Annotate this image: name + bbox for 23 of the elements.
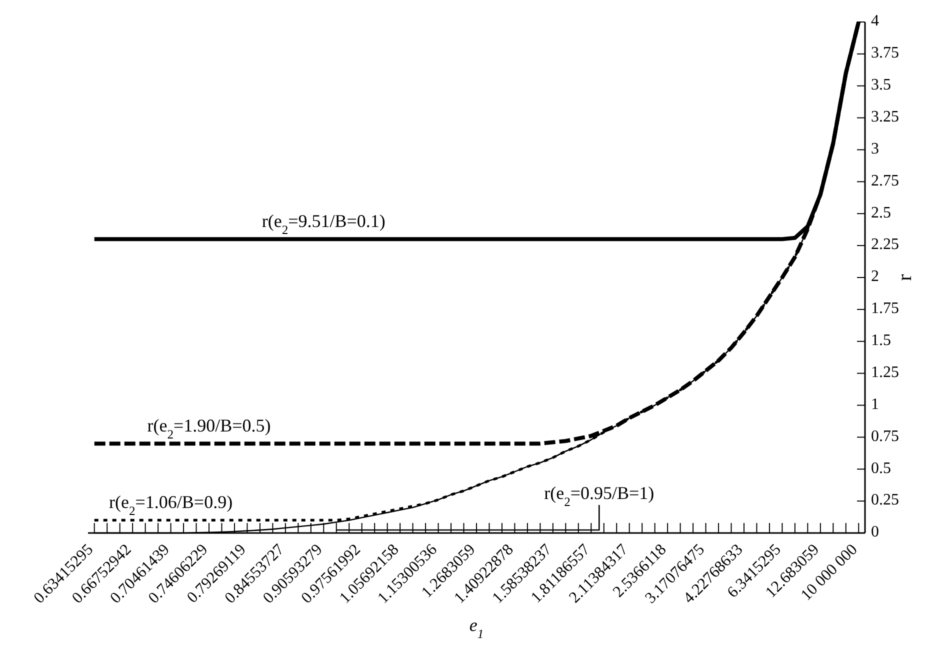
y-tick-label: 0 <box>871 524 879 541</box>
y-tick-label: 1.75 <box>871 300 899 318</box>
y-tick-label: 0.75 <box>871 428 899 445</box>
y-tick-label: 1.5 <box>871 332 891 350</box>
y-tick-label: 1 <box>871 396 879 413</box>
y-tick-label: 2.25 <box>871 236 899 254</box>
y-tick-label: 3 <box>871 140 879 158</box>
y-tick-label: 0.5 <box>871 460 891 477</box>
y-tick-label: 1.25 <box>871 364 899 381</box>
y-tick-label: 2.5 <box>871 204 891 222</box>
y-tick-label: 3.25 <box>871 108 899 126</box>
annotation: r(e$_{2}$=1.06/B=0.9) <box>109 492 233 518</box>
y-tick-label: 3.5 <box>871 76 891 94</box>
y-axis-title: r <box>894 274 916 281</box>
annotation: r(e$_{2}$=1.90/B=0.5) <box>147 416 271 442</box>
y-tick-label: 2.75 <box>871 172 899 190</box>
annotation: r(e$_{2}$=0.95/B=1) <box>544 483 654 509</box>
y-tick-label: 2 <box>871 268 879 286</box>
annotation: r(e$_{2}$=9.51/B=0.1) <box>262 211 386 238</box>
y-tick-label: 0.25 <box>871 492 899 509</box>
x-axis-title: e$_{1}$ <box>469 615 484 641</box>
y-tick-label: 3.75 <box>871 44 899 62</box>
y-tick-label: 4 <box>871 12 879 30</box>
